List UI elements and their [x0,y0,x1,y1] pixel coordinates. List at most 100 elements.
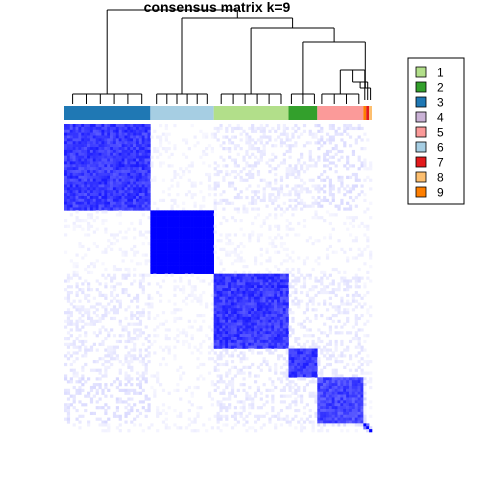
heatmap-cell [156,270,160,274]
heatmap-cell [121,135,125,139]
heatmap-cell [253,308,258,312]
heatmap-cell [187,423,191,427]
heatmap-cell [101,141,105,145]
heatmap-cell [135,126,140,131]
heatmap-cell [245,322,249,326]
heatmap-cell [124,371,128,375]
heatmap-cell [265,308,269,312]
heatmap-cell [193,224,197,228]
heatmap-cell [164,253,168,257]
heatmap-cell [337,132,341,136]
heatmap-cell [112,187,117,191]
heatmap-cell [294,190,298,194]
heatmap-cell [305,305,309,309]
heatmap-cell [133,357,137,361]
heatmap-cell [248,285,252,289]
heatmap-cell [351,308,356,312]
heatmap-cell [282,357,286,361]
heatmap-cell [69,311,73,315]
heatmap-cell [354,420,358,424]
heatmap-cell [317,138,321,142]
heatmap-cell [279,138,284,142]
heatmap-cell [179,233,183,237]
heatmap-cell [302,345,307,349]
heatmap-cell [210,247,214,251]
heatmap-cell [164,227,168,231]
heatmap-cell [75,193,79,197]
heatmap-cell [118,164,122,168]
heatmap-cell [328,181,332,185]
heatmap-cell [291,267,295,272]
heatmap-cell [225,414,229,418]
heatmap-cell [328,138,332,142]
heatmap-cell [130,204,134,208]
heatmap-cell [297,270,301,274]
heatmap-cell [69,167,73,171]
heatmap-cell [176,426,180,430]
heatmap-cell [112,411,117,416]
heatmap-cell [236,296,240,300]
heatmap-cell [133,170,137,174]
heatmap-cell [256,342,261,346]
heatmap-cell [251,285,255,289]
heatmap-cell [130,187,134,191]
heatmap-cell [236,195,240,200]
heatmap-cell [311,377,315,381]
heatmap-cell [107,184,111,188]
heatmap-cell [302,385,307,390]
heatmap-cell [64,406,68,410]
heatmap-cell [101,172,105,177]
heatmap-cell [366,227,370,231]
heatmap-cell [81,144,85,148]
heatmap-cell [118,167,122,171]
heatmap-cell [78,319,82,323]
heatmap-cell [89,147,94,151]
heatmap-cell [101,124,105,128]
heatmap-cell [337,311,341,315]
heatmap-cell [320,371,324,375]
heatmap-cell [325,417,330,421]
heatmap-cell [156,221,160,226]
heatmap-cell [245,345,249,349]
heatmap-cell [130,149,134,154]
heatmap-cell [81,170,85,174]
heatmap-cell [170,262,174,266]
heatmap-cell [233,423,238,427]
heatmap-cell [110,293,114,298]
heatmap-cell [219,262,223,266]
heatmap-cell [369,164,373,168]
heatmap-cell [308,141,312,145]
heatmap-cell [285,362,289,367]
heatmap-cell [357,380,361,384]
heatmap-cell [213,230,217,234]
heatmap-cell [222,337,226,341]
heatmap-cell [130,193,134,197]
heatmap-cell [259,152,263,156]
heatmap-cell [259,290,263,295]
heatmap-cell [130,337,134,341]
heatmap-cell [216,288,220,292]
heatmap-cell [124,124,128,128]
heatmap-cell [138,126,143,131]
heatmap-cell [363,167,367,171]
heatmap-cell [121,129,125,133]
heatmap-cell [147,313,151,318]
heatmap-cell [222,423,226,427]
heatmap-cell [170,239,174,243]
heatmap-cell [138,184,143,188]
heatmap-cell [259,224,263,228]
heatmap-cell [219,337,223,341]
heatmap-cell [288,227,292,231]
heatmap-cell [98,158,102,162]
heatmap-cell [285,224,289,228]
heatmap-cell [179,411,183,416]
heatmap-cell [176,285,180,289]
heatmap-cell [236,319,240,323]
heatmap-cell [271,334,275,338]
heatmap-cell [348,394,353,398]
heatmap-cell [228,279,232,283]
heatmap-cell [179,270,183,274]
heatmap-cell [325,253,330,257]
heatmap-cell [179,230,183,234]
heatmap-cell [354,408,358,413]
